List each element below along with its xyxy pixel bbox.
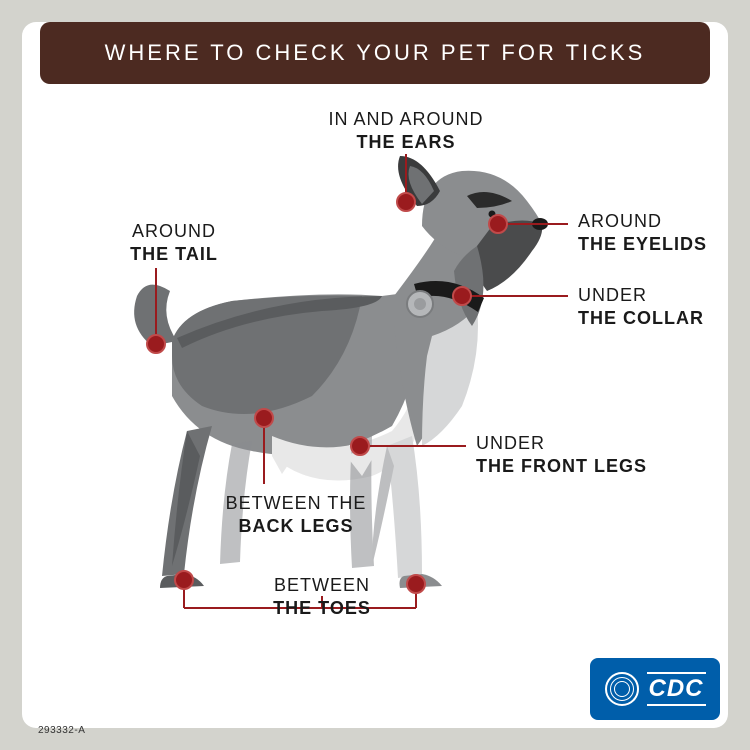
marker-dot-tail bbox=[146, 334, 166, 354]
marker-dot-frontlegs bbox=[350, 436, 370, 456]
label-eyelids: AROUNDTHE EYELIDS bbox=[578, 210, 707, 257]
label-toes-thin: BETWEEN bbox=[202, 574, 442, 597]
label-frontlegs: UNDERTHE FRONT LEGS bbox=[476, 432, 647, 479]
label-collar-bold: THE COLLAR bbox=[578, 307, 704, 330]
label-ears-thin: IN AND AROUND bbox=[286, 108, 526, 131]
diagram: IN AND AROUNDTHE EARSAROUNDTHE EYELIDSUN… bbox=[22, 96, 728, 686]
label-tail-bold: THE TAIL bbox=[54, 243, 294, 266]
label-ears-bold: THE EARS bbox=[286, 131, 526, 154]
label-backlegs-bold: BACK LEGS bbox=[176, 515, 416, 538]
label-ears: IN AND AROUNDTHE EARS bbox=[286, 108, 526, 155]
label-backlegs: BETWEEN THEBACK LEGS bbox=[176, 492, 416, 539]
hhs-seal-icon bbox=[605, 672, 639, 706]
label-eyelids-bold: THE EYELIDS bbox=[578, 233, 707, 256]
connector-eyelids bbox=[498, 223, 568, 225]
label-tail: AROUNDTHE TAIL bbox=[54, 220, 294, 267]
label-toes: BETWEENTHE TOES bbox=[202, 574, 442, 621]
connector-tail bbox=[155, 268, 157, 344]
label-backlegs-thin: BETWEEN THE bbox=[176, 492, 416, 515]
marker-dot-toes bbox=[174, 570, 194, 590]
label-frontlegs-bold: THE FRONT LEGS bbox=[476, 455, 647, 478]
document-number: 293332-A bbox=[38, 725, 85, 736]
connector-collar bbox=[462, 295, 568, 297]
label-tail-thin: AROUND bbox=[54, 220, 294, 243]
label-eyelids-thin: AROUND bbox=[578, 210, 707, 233]
title-text: WHERE TO CHECK YOUR PET FOR TICKS bbox=[105, 40, 646, 66]
title-bar: WHERE TO CHECK YOUR PET FOR TICKS bbox=[40, 22, 710, 84]
marker-dot-ears bbox=[396, 192, 416, 212]
cdc-logo: CDC bbox=[590, 658, 720, 720]
label-toes-bold: THE TOES bbox=[202, 597, 442, 620]
marker-dot-backlegs bbox=[254, 408, 274, 428]
marker-dot-eyelids bbox=[488, 214, 508, 234]
cdc-wordmark: CDC bbox=[647, 672, 706, 706]
connector-frontlegs bbox=[360, 445, 466, 447]
label-frontlegs-thin: UNDER bbox=[476, 432, 647, 455]
label-collar: UNDERTHE COLLAR bbox=[578, 284, 704, 331]
label-collar-thin: UNDER bbox=[578, 284, 704, 307]
marker-dot-collar bbox=[452, 286, 472, 306]
